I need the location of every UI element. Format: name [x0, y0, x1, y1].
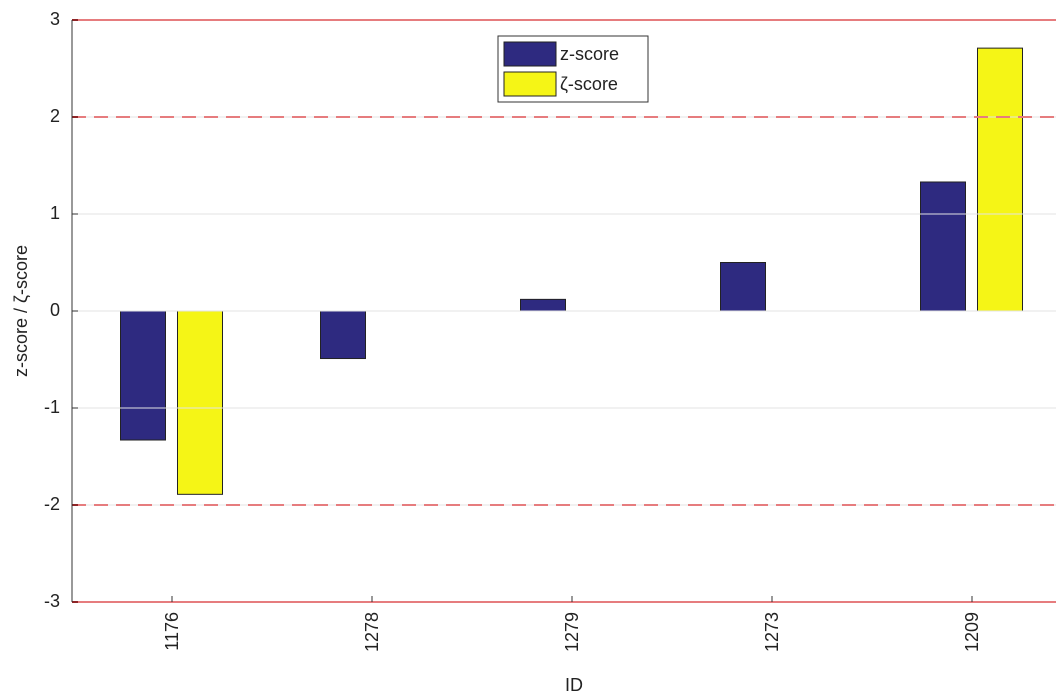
bar	[320, 310, 366, 360]
x-tick-label: 1279	[562, 612, 582, 652]
y-tick-label: -2	[44, 494, 60, 514]
x-tick-label: 1176	[162, 612, 182, 651]
x-tick-label: 1209	[962, 612, 982, 652]
bar	[177, 310, 223, 495]
bar	[720, 262, 766, 312]
y-tick-label: 3	[50, 9, 60, 29]
bar	[520, 298, 566, 312]
x-tick-label: 1278	[362, 612, 382, 652]
x-tick-label: 1273	[762, 612, 782, 652]
legend-swatch	[503, 71, 557, 97]
bar	[977, 47, 1023, 312]
legend-label: ζ-score	[560, 74, 618, 94]
legend-swatch	[503, 41, 557, 67]
legend-label: z-score	[560, 44, 619, 64]
y-tick-label: -3	[44, 591, 60, 611]
y-tick-label: 2	[50, 106, 60, 126]
y-tick-label: -1	[44, 397, 60, 417]
bar	[920, 181, 966, 312]
bar	[120, 310, 166, 441]
y-axis-label: z-score / ζ-score	[11, 245, 31, 377]
y-tick-label: 0	[50, 300, 60, 320]
x-axis-label: ID	[565, 675, 583, 693]
y-tick-label: 1	[50, 203, 60, 223]
